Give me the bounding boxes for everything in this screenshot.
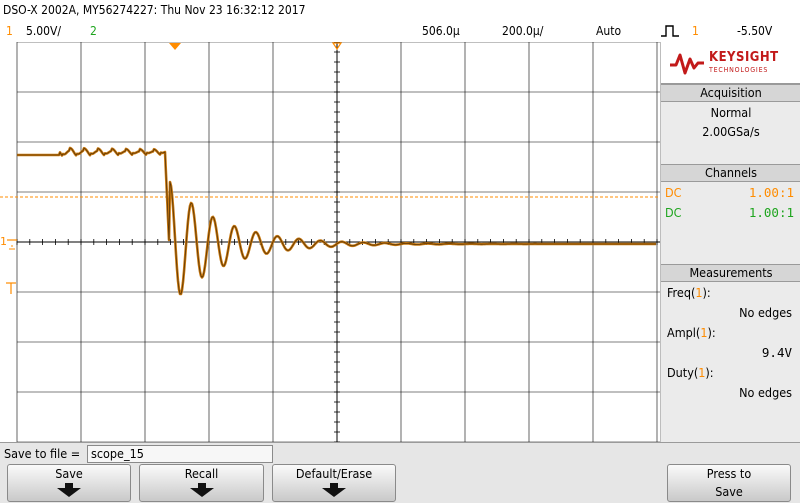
down-arrow-icon	[322, 483, 346, 497]
recall-softkey-label: Recall	[184, 466, 219, 481]
ch2-coupling: DC	[665, 205, 682, 220]
ch2-probe: 1.00:1	[748, 205, 794, 220]
freq-value: No edges	[739, 305, 792, 320]
waveform-display[interactable]: 1	[0, 42, 660, 442]
down-arrow-icon	[189, 483, 214, 497]
logo-sub: TECHNOLOGIES	[709, 66, 769, 74]
scope-title: DSO-X 2002A, MY56274227: Thu Nov 23 16:3…	[3, 3, 306, 17]
ch1-ground-marker[interactable]: 1	[0, 235, 17, 250]
save-softkey[interactable]: Save	[7, 464, 131, 502]
default-erase-softkey-label: Default/Erase	[295, 466, 373, 481]
default-erase-softkey[interactable]: Default/Erase	[272, 464, 396, 502]
ch1-scale[interactable]: 5.00V/	[26, 24, 62, 38]
acquisition-title: Acquisition	[661, 84, 800, 102]
softkey-bar: Save to file = scope_15 Save Recall Defa…	[0, 442, 800, 503]
trigger-source[interactable]: 1	[692, 24, 699, 38]
ch1-number[interactable]: 1	[6, 24, 13, 38]
duty-value: No edges	[739, 385, 792, 400]
save-softkey-label: Save	[55, 466, 83, 481]
trigger-edge-icon	[661, 25, 679, 37]
measurements-title: Measurements	[661, 264, 800, 282]
freq-label: Freq(1):	[667, 285, 711, 300]
svg-text:1: 1	[0, 235, 7, 248]
time-reference-marker[interactable]	[331, 42, 343, 51]
trigger-position-marker[interactable]	[169, 43, 181, 50]
logo-brand: KEYSIGHT	[709, 50, 779, 65]
ch1-trace-core	[17, 147, 656, 295]
recall-softkey[interactable]: Recall	[139, 464, 264, 502]
channels-title: Channels	[661, 164, 800, 182]
press-to-save-softkey[interactable]: Press to Save	[667, 464, 791, 502]
ch2-number[interactable]: 2	[90, 24, 97, 38]
trigger-level[interactable]: -5.50V	[737, 24, 773, 38]
time-delay[interactable]: 506.0µ	[422, 24, 460, 38]
time-scale[interactable]: 200.0µ/	[502, 24, 544, 38]
save-filename-field[interactable]: scope_15	[87, 445, 273, 463]
press-to-save-line1: Press to	[706, 466, 752, 481]
keysight-logo: KEYSIGHT TECHNOLOGIES	[661, 42, 800, 84]
ch1-coupling: DC	[665, 185, 682, 200]
ampl-label: Ampl(1):	[667, 325, 716, 340]
trigger-level-marker[interactable]	[6, 282, 16, 294]
info-panel: KEYSIGHT TECHNOLOGIES Acquisition Normal…	[660, 42, 800, 442]
duty-label: Duty(1):	[667, 365, 714, 380]
keysight-wave-icon	[670, 53, 704, 75]
press-to-save-line2: Save	[715, 484, 743, 499]
status-bar: DSO-X 2002A, MY56274227: Thu Nov 23 16:3…	[0, 0, 800, 42]
acquisition-rate: 2.00GSa/s	[702, 124, 760, 139]
waveform-svg[interactable]: 1	[0, 42, 660, 442]
ch1-probe: 1.00:1	[748, 185, 794, 200]
ampl-value: 9.4V	[761, 345, 792, 360]
save-to-file-label: Save to file =	[4, 446, 81, 461]
acquisition-mode: Normal	[710, 105, 752, 120]
down-arrow-icon	[57, 483, 81, 497]
trigger-mode[interactable]: Auto	[596, 24, 622, 38]
